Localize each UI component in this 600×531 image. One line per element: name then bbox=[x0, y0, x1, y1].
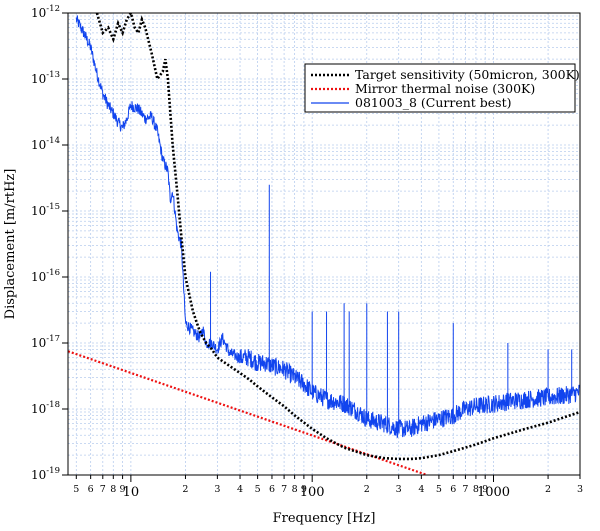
x-minor-tick-label: 6 bbox=[450, 484, 456, 495]
x-minor-tick-label: 6 bbox=[269, 484, 275, 495]
x-minor-tick-label: 8 bbox=[292, 484, 298, 495]
x-minor-tick-label: 2 bbox=[364, 484, 370, 495]
x-minor-tick-label: 5 bbox=[255, 484, 261, 495]
legend-label-thermal: Mirror thermal noise (300K) bbox=[355, 81, 535, 96]
y-tick-label: 10-15 bbox=[31, 202, 60, 218]
legend-label-current: 081003_8 (Current best) bbox=[355, 95, 512, 110]
y-tick-label: 10-16 bbox=[31, 268, 60, 284]
y-tick-label: 10-13 bbox=[31, 70, 60, 86]
legend-label-target: Target sensitivity (50micron, 300K) bbox=[355, 67, 580, 82]
x-minor-tick-label: 3 bbox=[396, 484, 402, 495]
x-minor-tick-label: 5 bbox=[73, 484, 79, 495]
x-minor-tick-label: 7 bbox=[281, 484, 287, 495]
x-minor-tick-label: 3 bbox=[577, 484, 583, 495]
x-minor-tick-label: 2 bbox=[545, 484, 551, 495]
x-minor-tick-label: 9 bbox=[301, 484, 307, 495]
x-axis-title: Frequency [Hz] bbox=[273, 511, 376, 526]
x-minor-tick-label: 9 bbox=[482, 484, 488, 495]
y-tick-label: 10-17 bbox=[31, 334, 60, 350]
x-minor-tick-label: 5 bbox=[436, 484, 442, 495]
y-tick-label: 10-19 bbox=[31, 466, 60, 482]
x-minor-tick-label: 9 bbox=[120, 484, 126, 495]
y-axis-title: Displacement [m/rtHz] bbox=[3, 169, 18, 320]
x-minor-tick-label: 3 bbox=[214, 484, 220, 495]
y-tick-label: 10-12 bbox=[31, 4, 60, 20]
x-minor-tick-label: 2 bbox=[182, 484, 188, 495]
y-tick-label: 10-18 bbox=[31, 400, 60, 416]
x-minor-tick-label: 7 bbox=[100, 484, 106, 495]
x-minor-tick-label: 8 bbox=[473, 484, 479, 495]
x-minor-tick-label: 4 bbox=[237, 484, 243, 495]
x-minor-tick-label: 6 bbox=[88, 484, 94, 495]
x-minor-tick-label: 4 bbox=[418, 484, 424, 495]
x-minor-tick-label: 8 bbox=[110, 484, 116, 495]
x-minor-tick-label: 7 bbox=[462, 484, 468, 495]
legend: Target sensitivity (50micron, 300K) Mirr… bbox=[305, 64, 580, 112]
y-tick-label: 10-14 bbox=[31, 136, 60, 152]
